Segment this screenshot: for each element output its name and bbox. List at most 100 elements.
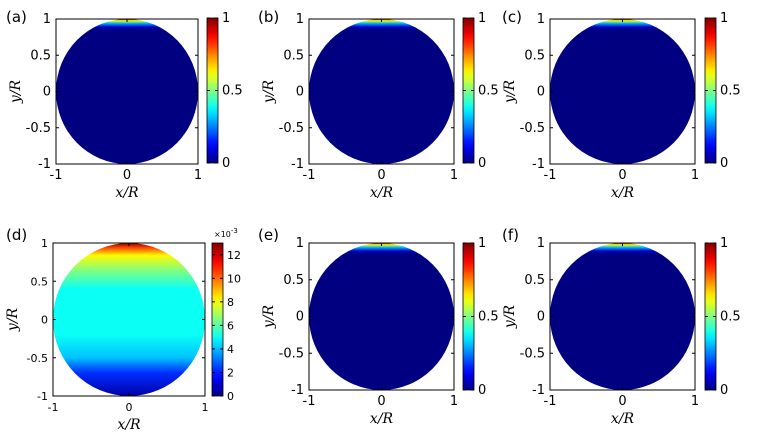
x-tick-label: 1: [202, 401, 209, 414]
x-tick-label: -1: [303, 168, 316, 183]
x-tick-label: 0: [377, 168, 385, 183]
heatmap-fill: [309, 243, 454, 390]
y-tick-label: -1: [532, 157, 545, 172]
y-tick-label: 0: [41, 314, 48, 327]
y-axis-label: y/R: [261, 79, 277, 104]
colorbar-tick-label: 2: [227, 366, 234, 379]
y-tick-label: -1: [291, 383, 304, 398]
y-axis-label: y/R: [502, 79, 518, 104]
colorbar-tick-label: 0: [720, 383, 728, 398]
x-axis-label: x/R: [611, 185, 635, 201]
x-axis-label: x/R: [370, 411, 394, 427]
panel-label: (b): [258, 8, 279, 26]
y-axis-label: y/R: [5, 307, 21, 332]
heatmap-field: [53, 243, 205, 396]
colorbar-tick-label: 6: [227, 319, 234, 332]
x-axis-label: x/R: [370, 185, 394, 201]
x-tick-label: -1: [50, 168, 63, 183]
x-tick-label: 1: [691, 394, 699, 409]
y-tick-label: 0: [43, 85, 51, 100]
panel-label: (e): [258, 226, 279, 244]
x-axis-label: x/R: [117, 417, 141, 433]
panel-label: (a): [6, 8, 27, 26]
heatmap-fill: [550, 243, 695, 390]
heatmap-field: [309, 243, 454, 390]
y-tick-label: -1: [532, 383, 545, 398]
y-tick-label: 1: [296, 236, 304, 251]
colorbar-tick-label: 0: [478, 156, 486, 171]
panel-e: (e) -1 0 1 1 0.5 0 -0.5 -1 x/R y/R 1 0.5 0: [258, 226, 499, 427]
colorbar-tick-label: 1: [720, 11, 728, 26]
x-tick-label: -1: [544, 394, 557, 409]
y-tick-label: 0.5: [30, 48, 51, 63]
colorbar-tick-label: 0.5: [478, 310, 499, 325]
colorbar-tick-label: 12: [227, 249, 241, 262]
colorbar-tick-label: 0.5: [478, 84, 499, 99]
x-axis-label: x/R: [115, 185, 139, 201]
colorbar-tick-label: 0: [478, 383, 486, 398]
x-tick-label: -1: [48, 401, 59, 414]
y-tick-label: -0.5: [279, 121, 304, 136]
x-tick-label: 0: [618, 168, 626, 183]
y-tick-label: 1: [537, 12, 545, 27]
colorbar-tick-label: 1: [478, 236, 486, 251]
panel-b: (b) -1 0 1 1 0.5 0 -0.5 -1 x/R y/R 1 0.5 0: [258, 8, 499, 201]
y-tick-label: 0: [296, 85, 304, 100]
panel-label: (f): [502, 226, 519, 244]
y-tick-label: 0: [537, 310, 545, 325]
colorbar-tick-label: 0.5: [222, 84, 243, 99]
colorbar-tick-label: 10: [227, 272, 241, 285]
heatmap-field: [56, 19, 198, 164]
y-tick-label: 1: [537, 236, 545, 251]
heatmap-fill: [550, 19, 695, 164]
colorbar-tick-label: 0.5: [720, 84, 741, 99]
colorbar: [211, 242, 224, 397]
heatmap-fill: [309, 19, 454, 164]
y-tick-label: 1: [296, 12, 304, 27]
colorbar-tick-label: 0: [720, 156, 728, 171]
x-axis-label: x/R: [611, 411, 635, 427]
panel-label: (c): [502, 8, 522, 26]
y-tick-label: -1: [38, 157, 51, 172]
colorbar-tick-label: 0: [222, 156, 230, 171]
y-tick-label: -0.5: [520, 346, 545, 361]
y-tick-label: 0.5: [283, 273, 304, 288]
x-tick-label: 1: [691, 168, 699, 183]
panel-f: (f) -1 0 1 1 0.5 0 -0.5 -1 x/R y/R 1 0.5 0: [502, 226, 741, 427]
y-tick-label: -0.5: [26, 121, 51, 136]
y-tick-label: 0: [537, 85, 545, 100]
heatmap-field: [550, 19, 695, 164]
y-tick-label: -0.5: [520, 121, 545, 136]
panel-d: (d) -1 0 1 1 0.5 0 -0.5 -1 x/R y/R 12 10 8 6 4 2 0 ×10-3: [5, 226, 241, 433]
x-tick-label: 1: [194, 168, 202, 183]
x-tick-label: 1: [450, 168, 458, 183]
x-tick-label: -1: [303, 394, 316, 409]
y-tick-label: -1: [291, 157, 304, 172]
colorbar-tick-label: 1: [720, 236, 728, 251]
x-tick-label: 0: [618, 394, 626, 409]
y-tick-label: 1: [41, 237, 48, 250]
x-tick-label: 0: [123, 168, 131, 183]
y-tick-label: 0.5: [524, 273, 545, 288]
y-tick-label: -0.5: [279, 346, 304, 361]
y-axis-label: y/R: [261, 304, 277, 329]
panel-c: (c) -1 0 1 1 0.5 0 -0.5 -1 x/R y/R 1 0.5 0: [502, 8, 741, 201]
y-tick-label: 1: [43, 12, 51, 27]
x-tick-label: 1: [450, 394, 458, 409]
heatmap-field: [550, 243, 695, 390]
y-tick-label: 0: [296, 310, 304, 325]
colorbar-tick-label: 4: [227, 343, 234, 356]
y-tick-label: 0.5: [31, 275, 49, 288]
heatmap-fill: [56, 19, 198, 164]
y-tick-label: 0.5: [283, 48, 304, 63]
colorbar-tick-label: 0.5: [720, 310, 741, 325]
panel-a: (a) -1 0 1 1 0.5 0 -0.5 -1 x/R y/R 1 0.5 0: [6, 8, 243, 201]
heatmap-field: [309, 19, 454, 164]
colorbar-exponent: ×10-3: [214, 227, 238, 239]
x-tick-label: 0: [377, 394, 385, 409]
panel-label: (d): [6, 226, 27, 244]
heatmap-fill: [53, 243, 205, 396]
y-axis-label: y/R: [502, 304, 518, 329]
y-tick-label: -1: [37, 390, 48, 403]
